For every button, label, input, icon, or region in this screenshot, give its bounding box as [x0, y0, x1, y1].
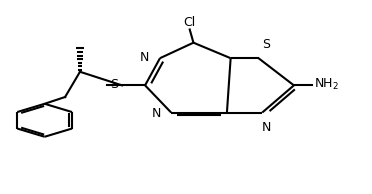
Text: N: N [261, 121, 271, 134]
Text: NH$_2$: NH$_2$ [314, 77, 339, 92]
Text: S: S [262, 38, 270, 51]
Text: Cl: Cl [184, 16, 196, 29]
Text: N: N [151, 107, 161, 120]
Text: N: N [140, 51, 149, 64]
Text: S: S [110, 78, 119, 92]
